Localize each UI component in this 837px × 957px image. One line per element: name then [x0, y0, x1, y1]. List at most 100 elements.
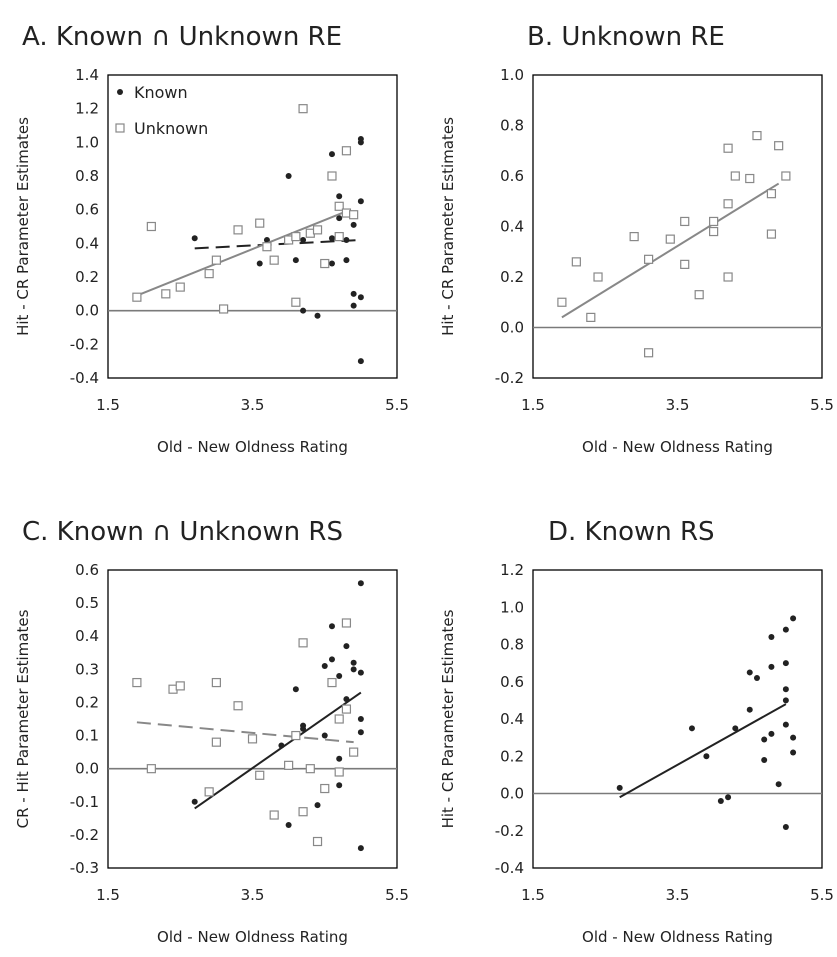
y-tick-label: -0.2: [70, 335, 99, 353]
data-point-open: [334, 201, 344, 211]
data-point-open: [730, 171, 740, 181]
data-point-open: [334, 232, 344, 242]
data-point-filled: [357, 358, 364, 365]
data-point-filled: [343, 236, 350, 243]
x-tick-label: 1.5: [521, 886, 545, 904]
data-point-filled: [790, 734, 797, 741]
data-point-filled: [328, 656, 335, 663]
data-point-open: [334, 767, 344, 777]
data-point-filled: [717, 797, 724, 804]
x-tick-label: 5.5: [810, 886, 834, 904]
data-point-open: [146, 764, 156, 774]
data-point-filled: [357, 669, 364, 676]
data-point-open: [146, 221, 156, 232]
y-tick-label: -0.4: [70, 369, 99, 387]
data-point-filled: [746, 669, 753, 676]
y-tick-label: 0.8: [75, 167, 99, 185]
panel-title: B. Unknown RE: [527, 22, 725, 52]
data-point-filled: [782, 824, 789, 831]
data-point-filled: [357, 294, 364, 301]
data-point-filled: [321, 732, 328, 739]
y-tick-label: -0.4: [495, 859, 524, 877]
data-point-filled: [292, 686, 299, 693]
data-point-open: [247, 734, 258, 744]
data-point-filled: [285, 173, 292, 179]
data-point-filled: [336, 672, 343, 679]
y-tick-label: 1.4: [75, 66, 99, 84]
data-point-filled: [703, 753, 710, 760]
data-point-filled: [285, 821, 292, 828]
x-tick-label: 1.5: [96, 886, 120, 904]
data-point-filled: [343, 696, 350, 703]
plot-frame: [532, 569, 823, 869]
y-tick-label: 1.2: [75, 100, 99, 118]
plot-frame: [532, 74, 823, 379]
data-point-open: [284, 760, 294, 770]
data-point-open: [643, 348, 654, 358]
data-point-filled: [191, 798, 198, 805]
y-tick-label: 0.6: [75, 561, 99, 579]
data-point-filled: [328, 235, 335, 242]
data-point-filled: [336, 215, 343, 222]
x-tick-label: 5.5: [385, 886, 409, 904]
y-tick-label: 0.2: [75, 268, 99, 286]
data-point-filled: [321, 663, 328, 670]
data-point-filled: [782, 697, 789, 704]
legend-marker-open: [115, 123, 125, 133]
data-point-open: [752, 131, 762, 141]
trend-line: [136, 721, 354, 744]
data-point-filled: [350, 221, 357, 228]
y-tick-label: 0.3: [75, 660, 99, 678]
panel-title: A. Known ∩ Unknown RE: [22, 22, 342, 52]
data-point-filled: [336, 193, 343, 200]
data-point-filled: [357, 729, 364, 736]
data-point-filled: [357, 135, 364, 142]
y-tick-label: 0.1: [75, 727, 99, 745]
data-point-open: [291, 232, 301, 242]
data-point-filled: [761, 756, 768, 763]
y-tick-label: 0.0: [75, 302, 99, 320]
y-tick-label: 0.4: [500, 710, 524, 728]
chart-panel-2: C. Known ∩ Unknown RS -0.3 -0.2 -0.1 0.0 0.1 0…: [14, 517, 409, 946]
y-tick-label: 1.0: [75, 133, 99, 151]
y-axis-title: Hit - CR Parameter Estimates: [439, 117, 457, 336]
data-point-open: [312, 836, 323, 847]
y-tick-label: 0.2: [500, 268, 524, 286]
y-tick-label: -0.2: [70, 826, 99, 844]
x-tick-label: 3.5: [666, 396, 690, 414]
data-point-filled: [768, 634, 775, 641]
data-point-filled: [343, 257, 350, 264]
data-point-open: [766, 229, 777, 239]
data-point-open: [298, 638, 308, 648]
data-point-open: [269, 255, 279, 265]
legend-marker-filled: [117, 89, 123, 95]
data-point-open: [291, 297, 301, 307]
x-tick-label: 1.5: [521, 396, 545, 414]
trend-line: [194, 691, 362, 810]
data-point-open: [774, 141, 784, 151]
data-point-open: [643, 254, 654, 264]
y-tick-label: -0.2: [495, 822, 524, 840]
y-tick-label: 0.2: [500, 747, 524, 765]
data-point-filled: [314, 312, 321, 319]
data-point-filled: [616, 784, 623, 791]
x-axis-title: Old - New Oldness Rating: [582, 438, 773, 456]
plot-frame: [107, 74, 398, 379]
data-point-filled: [350, 290, 357, 297]
data-point-open: [175, 681, 185, 691]
data-point-open: [680, 259, 690, 269]
y-axis-title: Hit - CR Parameter Estimates: [14, 117, 32, 336]
panel-title: C. Known ∩ Unknown RS: [22, 517, 343, 547]
data-point-filled: [336, 755, 343, 762]
data-point-filled: [278, 742, 285, 749]
data-point-filled: [790, 749, 797, 756]
data-point-filled: [775, 781, 782, 788]
data-point-filled: [688, 725, 695, 732]
data-point-open: [305, 764, 315, 774]
data-point-filled: [753, 675, 760, 682]
data-point-filled: [328, 623, 335, 630]
data-point-open: [219, 304, 229, 314]
y-tick-label: 0.6: [75, 201, 99, 219]
data-point-filled: [263, 236, 270, 243]
